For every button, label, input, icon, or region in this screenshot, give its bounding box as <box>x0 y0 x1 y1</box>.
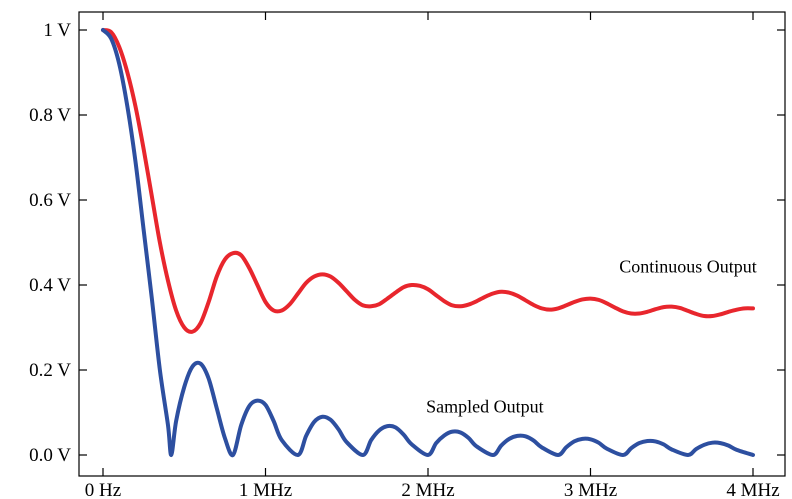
plot-frame <box>78 11 786 477</box>
y-tick-label: 0.4 V <box>29 275 71 296</box>
series-labels: Continuous Output Sampled Output <box>426 256 757 416</box>
series-line-continuous-output <box>101 28 755 334</box>
x-tick-label: 0 Hz <box>85 480 121 499</box>
series-lines <box>101 28 755 458</box>
series-label-continuous-output: Continuous Output <box>619 256 757 276</box>
series-label-sampled-output: Sampled Output <box>426 397 544 417</box>
x-axis-ticks: 0 Hz 1 MHz 2 MHz 3 MHz 4 MHz <box>85 12 780 499</box>
y-tick-label: 0.6 V <box>29 190 71 211</box>
y-axis-ticks: 0.0 V 0.2 V 0.4 V 0.6 V 0.8 V 1 V <box>29 20 785 466</box>
y-tick-label: 0.2 V <box>29 360 71 381</box>
y-tick-label: 0.0 V <box>29 445 71 466</box>
x-tick-label: 2 MHz <box>401 480 454 499</box>
y-tick-label: 1 V <box>43 20 71 41</box>
x-tick-label: 3 MHz <box>564 480 617 499</box>
x-tick-label: 4 MHz <box>726 480 779 499</box>
y-tick-label: 0.8 V <box>29 105 71 126</box>
x-tick-label: 1 MHz <box>239 480 292 499</box>
series-line-sampled-output <box>101 28 755 458</box>
